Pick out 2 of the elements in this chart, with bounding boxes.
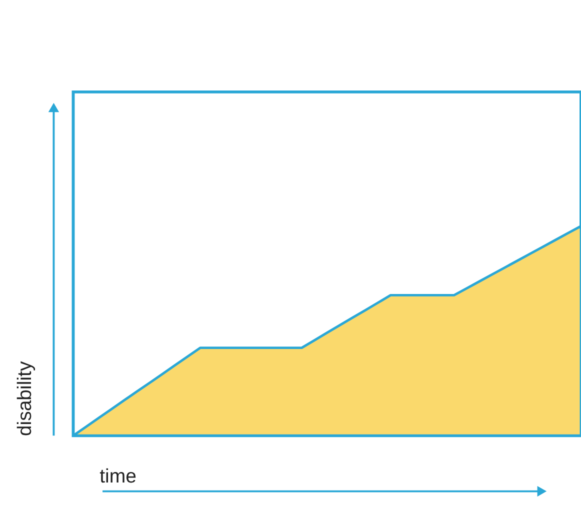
y-axis-title: disability <box>14 361 36 436</box>
x-axis-title: time <box>100 466 136 488</box>
